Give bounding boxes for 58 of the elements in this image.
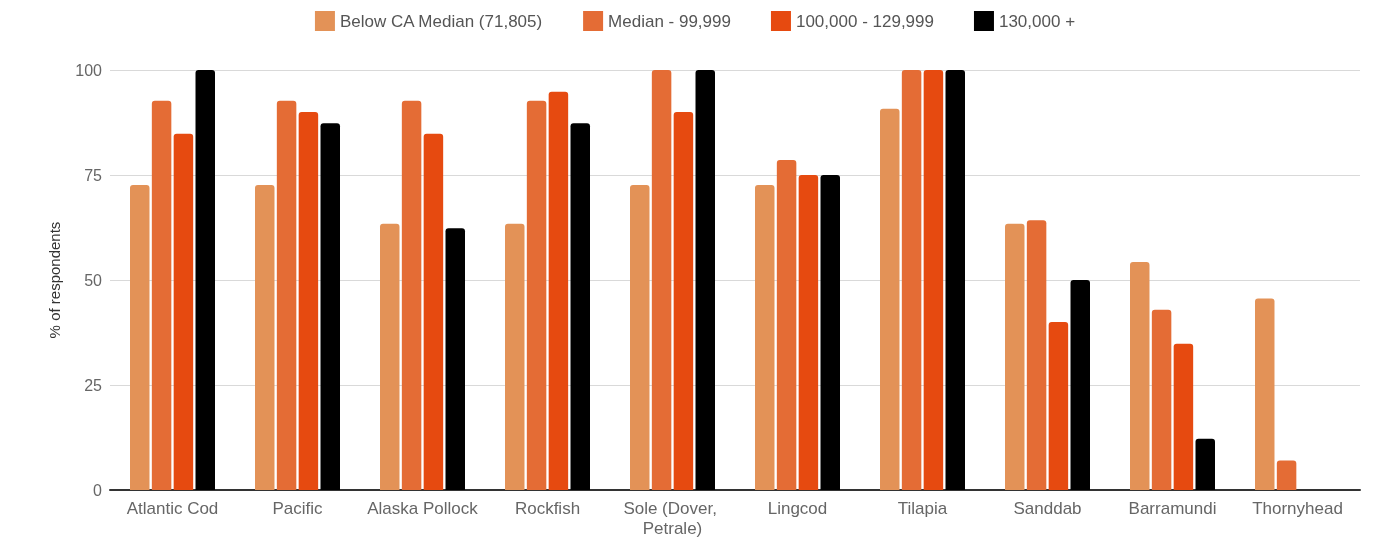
- bar: [505, 223, 525, 490]
- legend-label: 130,000 +: [998, 11, 1076, 31]
- bar: [548, 91, 569, 490]
- bar: [776, 159, 797, 490]
- x-tick-label: Sole (Dover, Petrale): [623, 498, 722, 538]
- bar: [1276, 460, 1297, 490]
- bar: [255, 185, 275, 490]
- bar: [1151, 309, 1172, 490]
- bar: [1026, 220, 1047, 490]
- bar: [570, 123, 590, 490]
- y-tick-label: 100: [75, 61, 103, 79]
- x-tick-label: Sanddab: [1013, 498, 1082, 518]
- x-tick-label: Atlantic Cod: [126, 498, 219, 518]
- bar: [945, 70, 965, 490]
- y-tick-label: 50: [84, 271, 103, 289]
- bar: [151, 100, 172, 490]
- bar: [195, 70, 215, 490]
- bar: [880, 108, 900, 490]
- y-tick-label: 25: [84, 376, 103, 394]
- bar: [1255, 298, 1275, 490]
- bar: [1070, 280, 1090, 490]
- bar: [798, 175, 819, 490]
- x-tick-label: Thornyhead: [1252, 498, 1343, 518]
- x-tick-label: Rockfish: [514, 498, 581, 518]
- bar: [423, 133, 444, 490]
- bar: [380, 223, 400, 490]
- bar: [695, 70, 715, 490]
- bar: [1195, 438, 1215, 490]
- legend-label: 100,000 - 129,999: [795, 11, 934, 31]
- bar: [1005, 223, 1025, 490]
- x-tick-label: Alaska Pollock: [367, 498, 479, 518]
- bar: [1173, 343, 1194, 490]
- x-tick-label: Lingcod: [767, 498, 828, 518]
- bar: [651, 70, 672, 490]
- y-tick-label: 0: [93, 481, 103, 499]
- bar: [673, 112, 694, 490]
- bar: [901, 70, 922, 490]
- bar: [755, 185, 775, 490]
- bar: [1130, 261, 1150, 490]
- bar: [1048, 322, 1069, 490]
- bar: [923, 70, 944, 490]
- y-tick-label: 75: [84, 166, 103, 184]
- x-tick-label: Tilapia: [897, 498, 948, 518]
- bar: [401, 100, 422, 490]
- bar: [130, 185, 150, 490]
- bar: [820, 175, 840, 490]
- legend-label: Below CA Median (71,805): [339, 11, 543, 31]
- bar: [526, 100, 547, 490]
- bar: [173, 133, 194, 490]
- bar: [630, 185, 650, 490]
- x-tick-label: Pacific: [272, 498, 324, 518]
- y-axis-title: % of respondents: [46, 221, 63, 339]
- x-tick-label: Barramundi: [1128, 498, 1217, 518]
- bar: [298, 112, 319, 490]
- bar: [445, 228, 465, 490]
- bar: [320, 123, 340, 490]
- bar: [276, 100, 297, 490]
- legend-label: Median - 99,999: [608, 11, 731, 31]
